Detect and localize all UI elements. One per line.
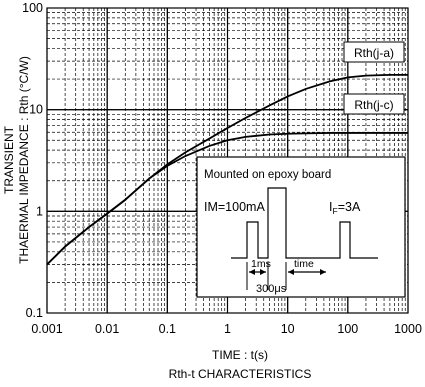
- y-tick-label: 0.1: [26, 306, 43, 320]
- inset-pulse-waveform: [231, 187, 378, 259]
- inset-panel: Mounted on epoxy board IM=100mA IF=3A 1m…: [196, 156, 406, 298]
- legend-label-rth-jc: Rth(j-c): [354, 98, 393, 112]
- y-tick-label: 1: [36, 204, 43, 218]
- chart-title: Rth-t CHARACTERISTICS: [169, 367, 312, 381]
- inset-label-300us: 300μs: [256, 283, 287, 295]
- inset-label-time: time: [294, 258, 314, 270]
- x-tick-label: 0.1: [159, 322, 176, 336]
- y-axis-label-line1: TRANSIENT: [2, 125, 16, 194]
- legend-rth-ja: Rth(j-a): [343, 41, 405, 63]
- x-tick-label: 1: [224, 322, 231, 336]
- tick-labels: 0.001 0.01 0.1 1 10 100 1000 0.1 1 10 100: [22, 1, 422, 336]
- x-tick-label: 0.001: [31, 322, 62, 336]
- x-tick-label: 100: [337, 322, 358, 336]
- x-tick-label: 0.01: [95, 322, 119, 336]
- legend-rth-jc: Rth(j-c): [343, 93, 405, 115]
- x-axis-label: TIME : t(s): [212, 348, 268, 362]
- y-tick-label: 100: [22, 1, 43, 15]
- y-tick-label: 10: [29, 103, 43, 117]
- inset-if-label: IF=3A: [329, 200, 361, 216]
- series-group: [46, 73, 408, 266]
- series-line-rth-jc: [46, 132, 408, 266]
- x-tick-label: 10: [281, 322, 295, 336]
- inset-arrowheads-1ms: [249, 269, 266, 275]
- inset-title: Mounted on epoxy board: [204, 169, 331, 181]
- inset-label-1ms: 1ms: [251, 258, 271, 270]
- legend-label-rth-ja: Rth(j-a): [354, 46, 394, 60]
- y-axis-label-line2: THAERMAL IMPEDANCE : Rth (°C/W): [17, 56, 31, 264]
- inset-im-label: IM=100mA: [204, 200, 265, 214]
- x-tick-label: 1000: [394, 322, 422, 336]
- plot-frame: [46, 7, 409, 314]
